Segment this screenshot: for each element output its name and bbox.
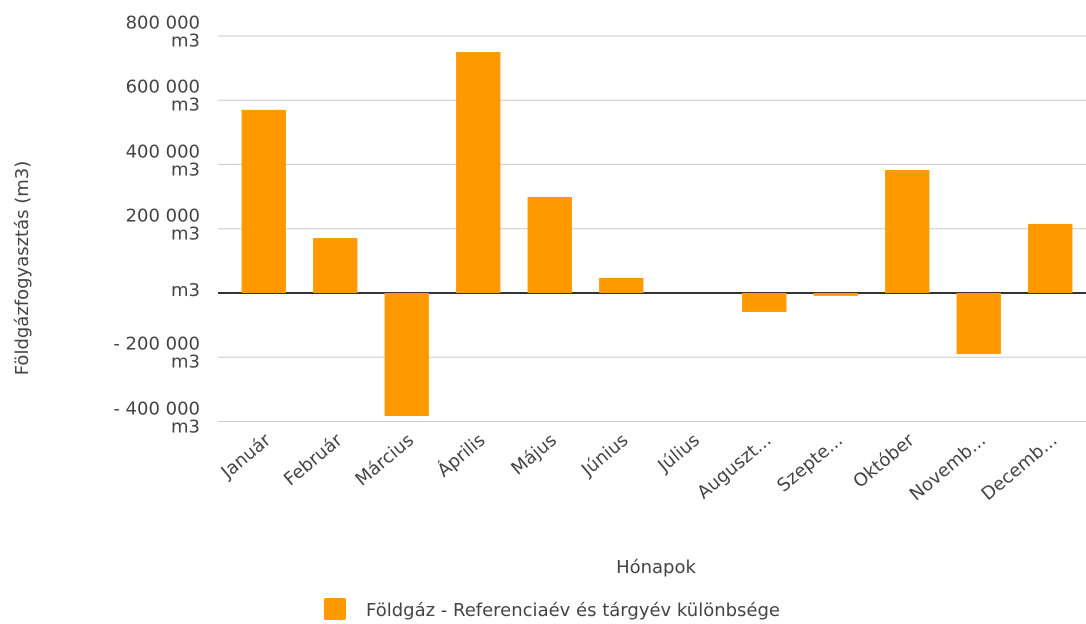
- legend-swatch: [324, 598, 346, 620]
- bar: [1028, 223, 1073, 293]
- bar: [456, 52, 501, 293]
- x-tick-label: Július: [653, 430, 704, 477]
- legend-label: Földgáz - Referenciaév és tárgyév különb…: [366, 600, 780, 621]
- bar: [885, 169, 930, 293]
- bar: [384, 293, 429, 417]
- bar: [527, 196, 572, 293]
- bar: [599, 277, 644, 293]
- y-tick-label: - 400 000 m3: [113, 397, 200, 437]
- x-tick-label: Auguszt...: [693, 430, 775, 504]
- y-axis-title: Földgázfogyasztás (m3): [12, 161, 33, 376]
- y-tick-label: 200 000 m3: [125, 205, 200, 245]
- y-tick-label: 600 000 m3: [125, 76, 200, 116]
- x-tick-label: Március: [351, 430, 418, 491]
- y-tick-label: - 200 000 m3: [113, 333, 200, 373]
- x-tick-label: Május: [507, 430, 561, 480]
- bar: [742, 293, 787, 312]
- x-tick-label: Január: [217, 429, 276, 483]
- bar: [313, 238, 358, 293]
- x-tick-label: Novemb...: [906, 430, 990, 505]
- y-tick-label: 800 000 m3: [125, 12, 200, 52]
- bar: [241, 109, 286, 293]
- x-tick-label: Október: [849, 429, 919, 492]
- y-tick-label: m3: [171, 280, 200, 302]
- x-axis-title: Hónapok: [616, 557, 696, 578]
- x-tick-label: Április: [433, 429, 490, 482]
- x-tick-label: Szepte...: [773, 430, 847, 497]
- x-tick-label: Decemb...: [977, 430, 1061, 505]
- x-tick-label: Február: [280, 429, 347, 490]
- bar: [813, 293, 858, 296]
- bar: [956, 293, 1001, 355]
- y-tick-label: 400 000 m3: [125, 140, 200, 180]
- x-tick-label: Június: [577, 430, 633, 481]
